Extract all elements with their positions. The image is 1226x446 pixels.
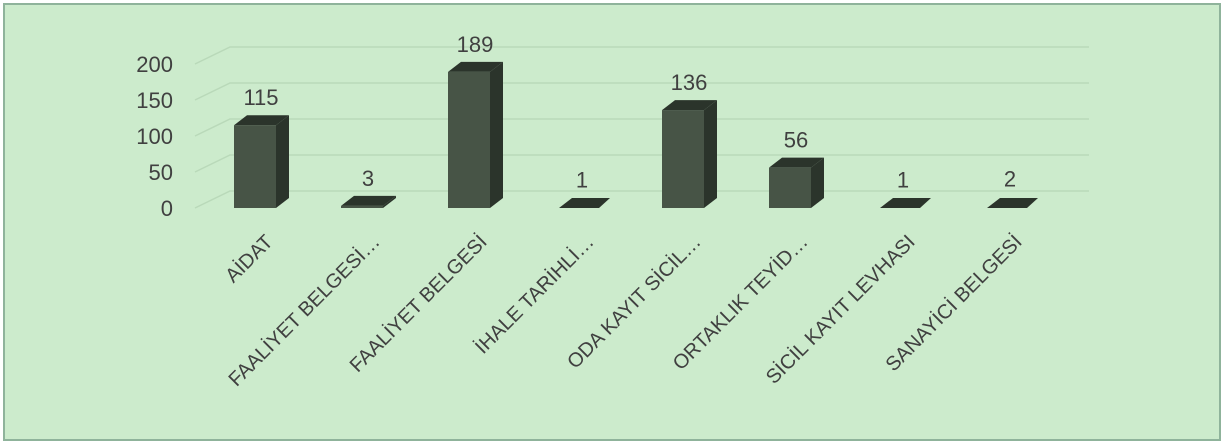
y-axis-ticks: 0 50 100 150 200	[136, 52, 173, 221]
bars	[234, 61, 1038, 208]
gridline	[194, 46, 1089, 65]
data-labels: 115 3 189 1 136 56 1 2	[243, 32, 1016, 192]
chart-area: 0 50 100 150 200 115 3 189 1 136 56 1 2 AİDAT FAALİY…	[3, 3, 1221, 441]
bar-top	[234, 115, 289, 126]
chart-background	[5, 5, 1219, 439]
bar-front	[448, 71, 490, 208]
data-label: 3	[362, 166, 374, 191]
bar	[880, 198, 931, 208]
gridline	[194, 154, 1089, 173]
bar	[341, 195, 396, 208]
bar-side	[704, 100, 717, 208]
data-label: 1	[576, 167, 588, 192]
bar	[234, 115, 289, 208]
bar-top	[448, 61, 503, 72]
bar	[448, 61, 503, 208]
data-label: 115	[243, 85, 278, 110]
bar-front	[769, 167, 811, 208]
bar-front	[662, 110, 704, 208]
bar-top	[769, 157, 824, 168]
y-tick-label: 0	[161, 196, 173, 221]
gridline	[194, 82, 1089, 101]
bar-side	[490, 61, 503, 208]
bar-top	[880, 198, 931, 208]
bar-top	[341, 195, 396, 206]
bar-front	[234, 125, 276, 208]
data-label: 1	[897, 167, 909, 192]
data-label: 2	[1004, 167, 1016, 192]
data-label: 136	[671, 70, 708, 95]
y-tick-label: 200	[136, 52, 173, 77]
y-tick-label: 100	[136, 124, 173, 149]
bar-side	[811, 157, 824, 208]
bar-top	[559, 198, 610, 208]
data-label: 189	[457, 32, 494, 57]
y-tick-label: 50	[149, 160, 173, 185]
bar	[662, 100, 717, 208]
bar-top	[662, 100, 717, 111]
data-label: 56	[784, 128, 808, 153]
bar	[559, 198, 610, 208]
bar-side	[276, 115, 289, 208]
bar	[987, 198, 1038, 208]
gridline	[194, 118, 1089, 137]
bar-side	[383, 195, 396, 208]
bar	[769, 157, 824, 208]
bar-front	[341, 205, 383, 208]
y-tick-label: 150	[136, 88, 173, 113]
bar-top	[987, 198, 1038, 208]
